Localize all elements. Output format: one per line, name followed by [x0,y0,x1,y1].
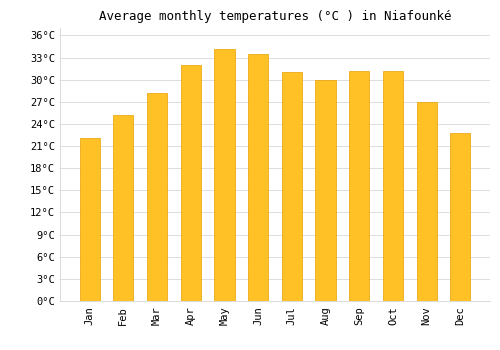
Bar [282,71,302,301]
Bar [248,54,268,301]
Bar [180,65,201,301]
Bar [383,71,403,301]
Bar [316,80,336,301]
Bar [80,138,100,301]
Bar [349,71,370,301]
Bar [214,49,234,301]
Bar [113,115,134,301]
Bar [147,93,167,301]
Bar [450,133,470,301]
Title: Average monthly temperatures (°C ) in Niafounké: Average monthly temperatures (°C ) in Ni… [99,10,451,23]
Bar [416,102,437,301]
